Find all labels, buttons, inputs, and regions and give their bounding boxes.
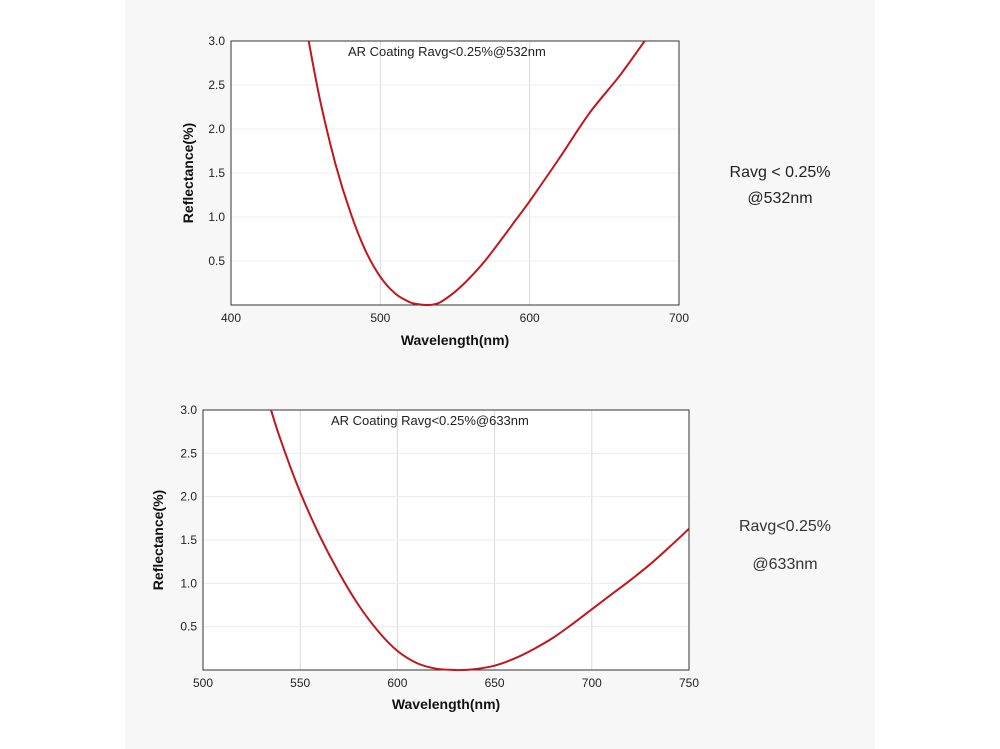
- side-note-633nm: Ravg<0.25% @633nm: [720, 508, 850, 584]
- chart1-title: AR Coating Ravg<0.25%@532nm: [348, 44, 546, 59]
- chart1-y-tick-label: 1.5: [208, 166, 225, 180]
- chart1-x-axis-label: Wavelength(nm): [401, 332, 509, 348]
- chart1-x-tick-label: 700: [669, 311, 689, 325]
- chart1-reflectance-line: [307, 40, 646, 307]
- chart2-y-tick-label: 2.5: [180, 446, 197, 460]
- side-note-532nm-line2: @532nm: [747, 190, 813, 207]
- chart1-y-tick-label: 3.0: [208, 34, 225, 48]
- chart1-x-tick-label: 600: [520, 311, 540, 325]
- chart1-x-tick-label: 500: [370, 311, 390, 325]
- chart1-y-tick-label: 0.5: [208, 254, 225, 268]
- side-note-532nm: Ravg < 0.25% @532nm: [715, 160, 845, 212]
- chart2-y-tick-label: 1.0: [180, 576, 197, 590]
- side-note-633nm-line2: @633nm: [752, 556, 818, 573]
- chart1-x-tick-label: 400: [221, 311, 241, 325]
- side-note-532nm-line1: Ravg < 0.25%: [729, 164, 831, 181]
- chart2-x-tick-label: 700: [582, 676, 602, 690]
- chart1-y-tick-label: 1.0: [208, 210, 225, 224]
- chart2-y-tick-label: 1.5: [180, 533, 197, 547]
- chart2-x-tick-label: 750: [679, 676, 699, 690]
- chart1-y-tick-label: 2.0: [208, 122, 225, 136]
- chart2-x-tick-label: 500: [193, 676, 213, 690]
- chart2-y-axis-label: Reflectance(%): [150, 490, 166, 590]
- chart2-y-tick-label: 0.5: [180, 620, 197, 634]
- chart2-x-tick-label: 600: [387, 676, 407, 690]
- chart2-reflectance-line: [270, 409, 690, 672]
- chart2-title: AR Coating Ravg<0.25%@633nm: [331, 413, 529, 428]
- chart2-y-tick-label: 3.0: [180, 403, 197, 417]
- side-note-633nm-line1: Ravg<0.25%: [738, 518, 832, 535]
- chart1-y-axis-label: Reflectance(%): [180, 123, 196, 223]
- chart1-y-tick-label: 2.5: [208, 78, 225, 92]
- chart2-x-tick-label: 550: [290, 676, 310, 690]
- chart2-x-axis-label: Wavelength(nm): [392, 696, 500, 712]
- chart2-y-tick-label: 2.0: [180, 490, 197, 504]
- chart1-axes-frame: [230, 40, 680, 306]
- chart2-x-tick-label: 650: [485, 676, 505, 690]
